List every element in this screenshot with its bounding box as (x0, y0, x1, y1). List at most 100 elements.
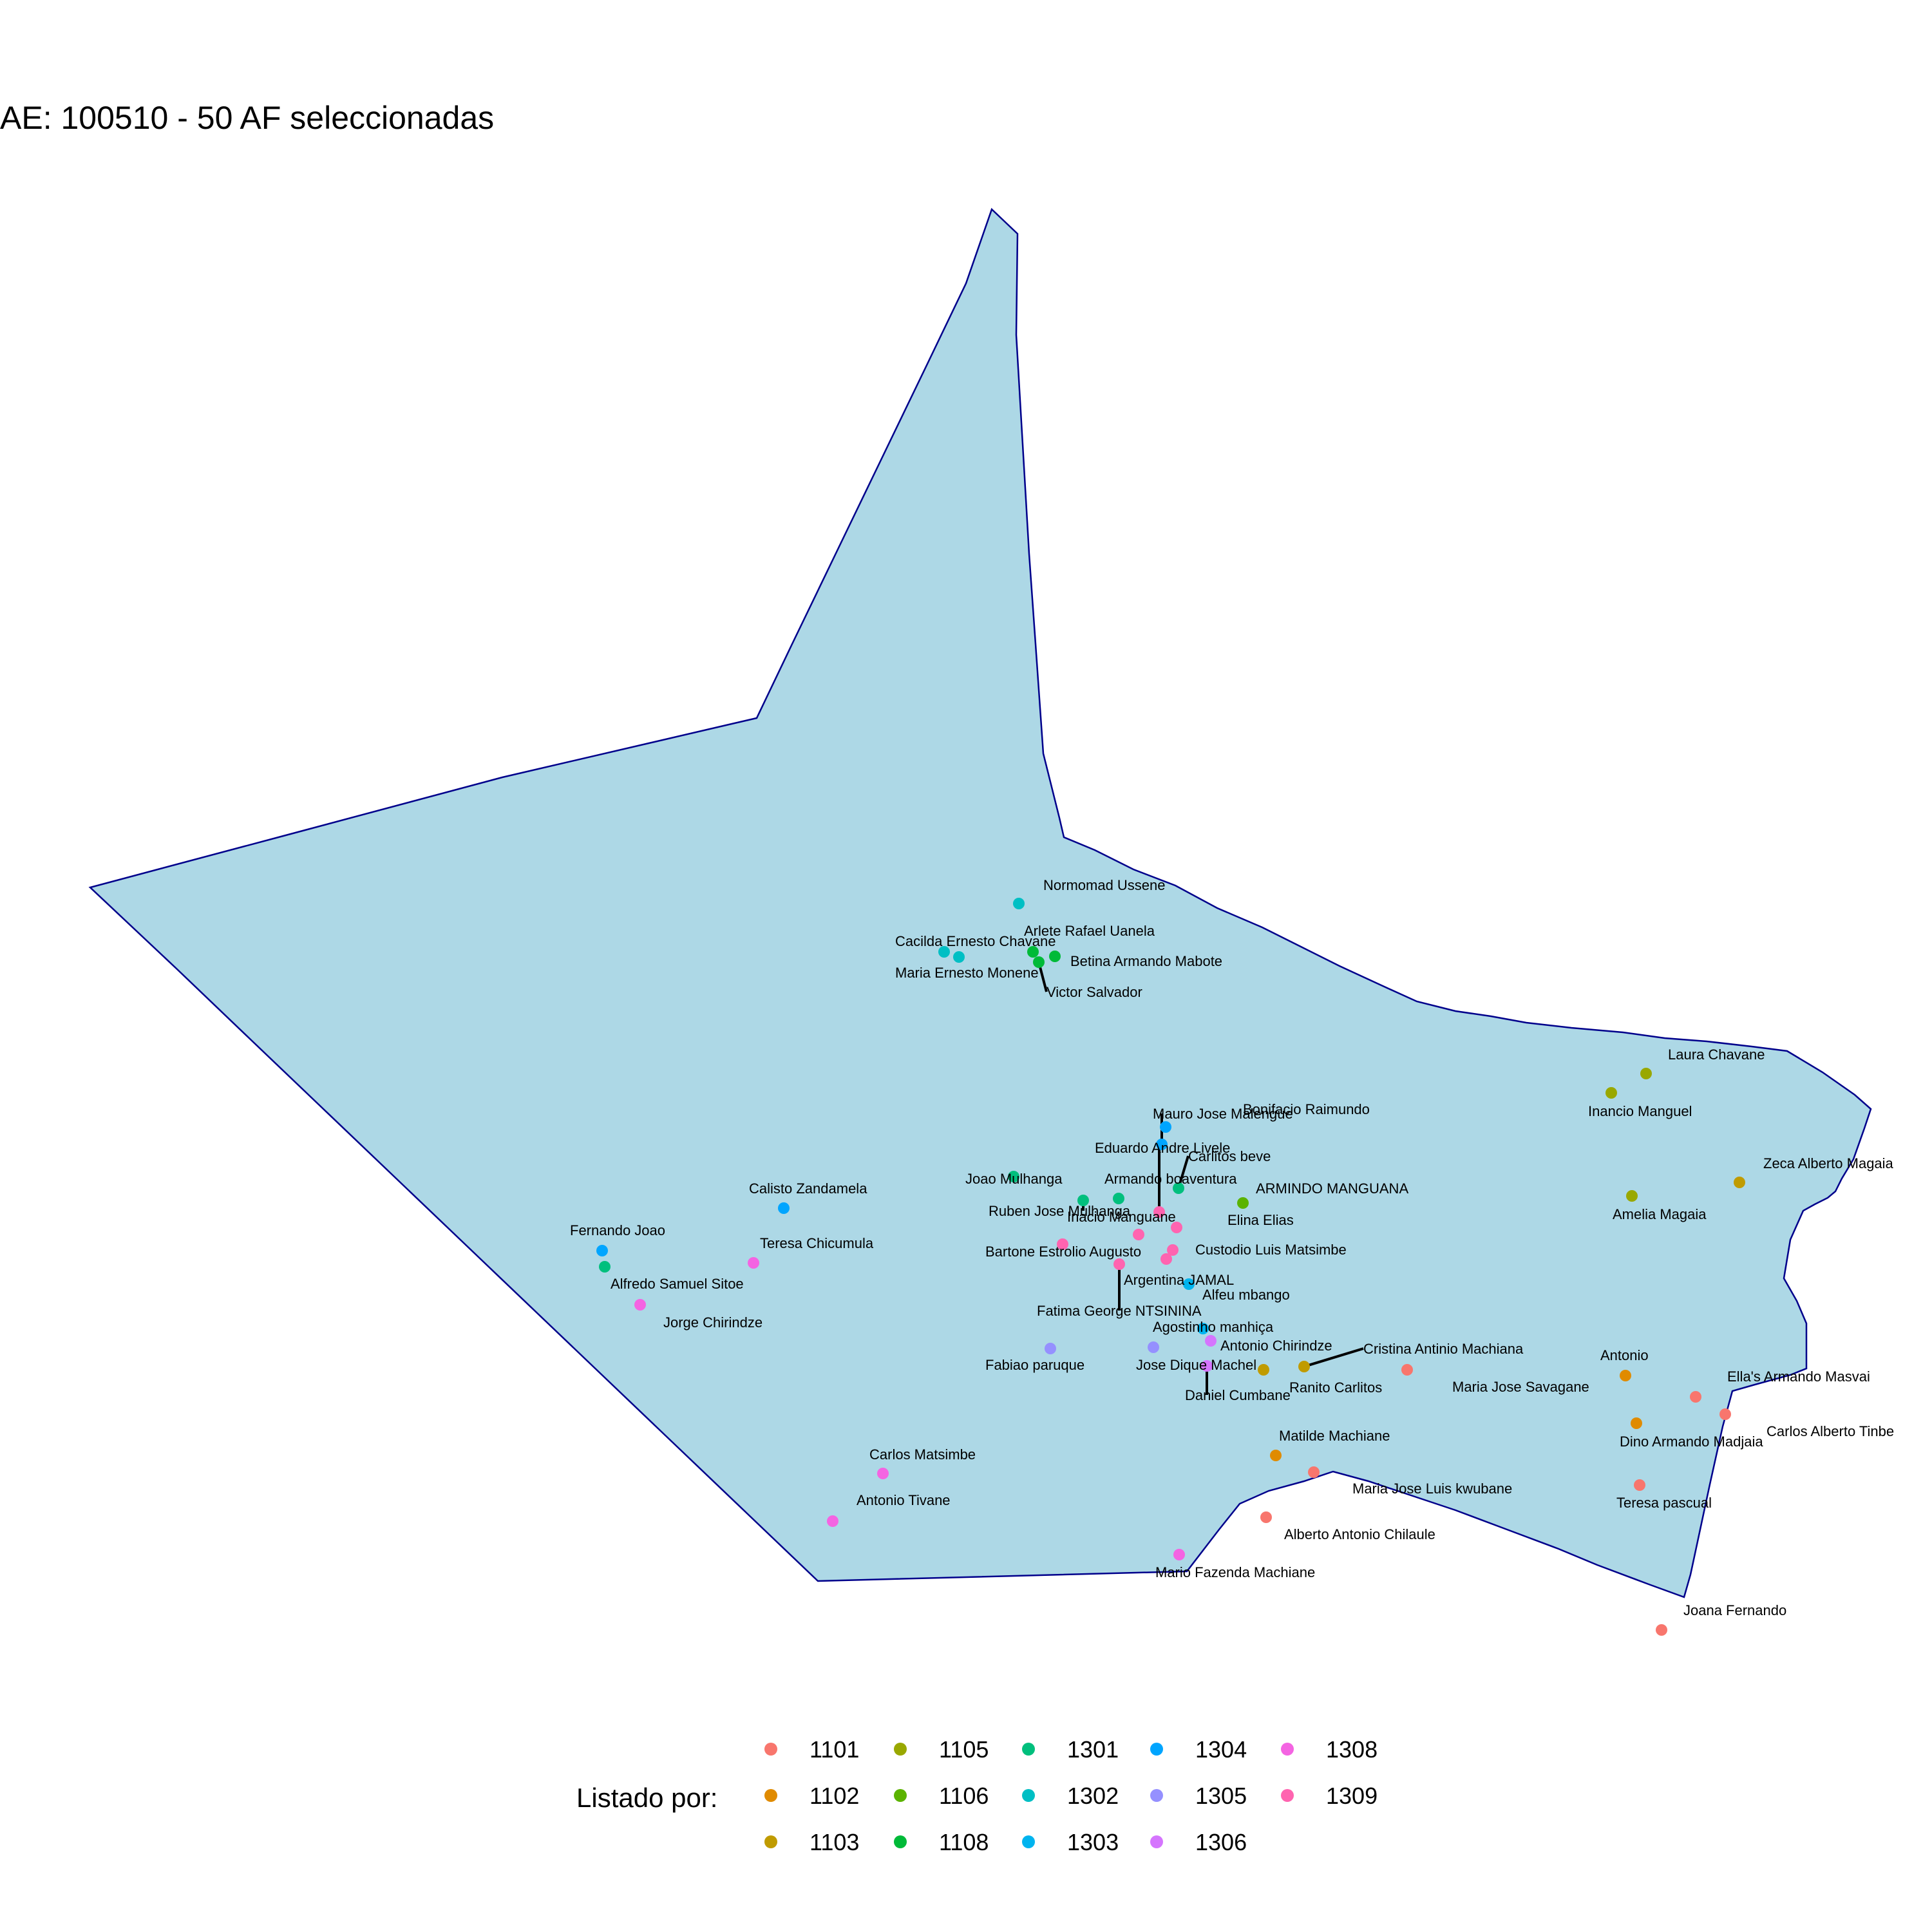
leader-line (1303, 1347, 1364, 1368)
legend-label: 1304 (1195, 1736, 1247, 1763)
legend-label: 1102 (810, 1783, 859, 1809)
point-marker (1171, 1222, 1182, 1233)
point-marker (748, 1257, 759, 1269)
legend-key (764, 1743, 777, 1756)
point-label: Victor Salvador (1046, 984, 1142, 1000)
point-marker (1033, 956, 1045, 968)
point-marker (1027, 946, 1039, 958)
point-marker (596, 1245, 608, 1256)
point-marker (1298, 1361, 1310, 1372)
legend-key (894, 1835, 907, 1848)
legend-key (894, 1789, 907, 1802)
point-label: Daniel Cumbane (1185, 1387, 1291, 1403)
point-marker (877, 1468, 889, 1479)
point-marker (1133, 1229, 1144, 1240)
point-label: Ruben Jose Mulhanga (989, 1203, 1131, 1219)
point-marker (1401, 1364, 1413, 1376)
legend-label: 1105 (939, 1736, 989, 1763)
point-marker (1237, 1197, 1249, 1209)
point-label: Joana Fernando (1683, 1602, 1786, 1618)
point-marker (1270, 1450, 1282, 1461)
point-marker (1013, 898, 1025, 909)
point-marker (1605, 1087, 1617, 1099)
point-label: Bonifacio Raimundo (1243, 1101, 1370, 1117)
legend-label: 1108 (939, 1829, 989, 1855)
point-label: Mauro Jose Malengue (1153, 1106, 1293, 1122)
legend-label: 1305 (1195, 1783, 1247, 1809)
point-marker (1077, 1195, 1089, 1206)
point-label: Dino Armando Madjaia (1620, 1434, 1763, 1450)
point-label: Antonio Tivane (857, 1492, 951, 1508)
legend-key (894, 1743, 907, 1756)
point-marker (1656, 1624, 1667, 1636)
point-label: Ella's Armando Masvai (1727, 1368, 1870, 1385)
point-label: Carlos Matsimbe (869, 1446, 976, 1463)
point-label: Teresa pascual (1616, 1495, 1712, 1511)
legend-key (1150, 1743, 1163, 1756)
point-marker (1173, 1549, 1185, 1560)
legend-key (764, 1789, 777, 1802)
legend-label: 1306 (1195, 1829, 1247, 1855)
legend-label: 1302 (1067, 1783, 1119, 1809)
point-label: Argentina JAMAL (1124, 1272, 1234, 1288)
point-label: Fabiao paruque (985, 1357, 1084, 1373)
legend-label: 1103 (810, 1829, 859, 1855)
legend-key (1022, 1789, 1035, 1802)
point-label: Alfredo Samuel Sitoe (611, 1276, 744, 1292)
point-marker (1008, 1171, 1019, 1182)
point-marker (1308, 1466, 1320, 1478)
point-marker (1156, 1139, 1168, 1150)
legend-key (1150, 1789, 1163, 1802)
point-label: Laura Chavane (1668, 1046, 1765, 1063)
legend-label: 1309 (1326, 1783, 1378, 1809)
point-label: Bartone Estrolio Augusto (985, 1244, 1141, 1260)
point-marker (1719, 1408, 1731, 1420)
point-label: Cacilda Ernesto Chavane (895, 933, 1056, 949)
point-label: ARMINDO MANGUANA (1256, 1180, 1408, 1197)
point-marker (1640, 1068, 1652, 1079)
point-label: Matilde Machiane (1279, 1428, 1390, 1444)
point-label: Inacio Manguane (1067, 1209, 1176, 1225)
point-label: Betina Armando Mabote (1070, 953, 1222, 969)
point-marker (1160, 1253, 1172, 1265)
point-marker (1690, 1391, 1701, 1403)
point-marker (938, 946, 950, 958)
point-label: Maria Ernesto Monene (895, 965, 1039, 981)
point-label: Normomad Ussene (1043, 877, 1166, 893)
point-label: Agostinho manhiça (1153, 1319, 1274, 1335)
point-label: Custodio Luis Matsimbe (1195, 1242, 1347, 1258)
point-label: Elina Elias (1227, 1212, 1294, 1228)
legend-key (1022, 1835, 1035, 1848)
point-label: Mario Fazenda Machiane (1155, 1564, 1315, 1580)
map-title: AE: 100510 - 50 AF seleccionadas (0, 100, 494, 136)
point-marker (1205, 1335, 1217, 1347)
point-marker (1045, 1343, 1056, 1354)
point-marker (1113, 1258, 1125, 1270)
legend-key (1281, 1789, 1294, 1802)
legend-key (764, 1835, 777, 1848)
point-marker (1148, 1341, 1159, 1353)
point-label: Alberto Antonio Chilaule (1284, 1526, 1435, 1542)
point-label: Amelia Magaia (1613, 1206, 1707, 1222)
point-label: Antonio (1600, 1347, 1649, 1363)
point-label: Fatima George NTSININA (1037, 1303, 1202, 1319)
point-label: Inancio Manguel (1588, 1103, 1692, 1119)
point-marker (953, 951, 965, 963)
point-label: Carlitos beve (1188, 1148, 1271, 1164)
point-marker (1634, 1479, 1645, 1491)
point-marker (1173, 1182, 1184, 1194)
point-marker (1631, 1417, 1642, 1429)
point-marker (634, 1299, 646, 1311)
point-marker (1183, 1278, 1195, 1290)
point-label: Jorge Chirindze (663, 1314, 762, 1331)
legend: Listado por: 1101 1102 1103 1105 1106 1108 130… (576, 1736, 1378, 1855)
legend-key (1150, 1835, 1163, 1848)
point-label: Teresa Chicumula (760, 1235, 874, 1251)
legend-label: 1308 (1326, 1736, 1378, 1763)
point-marker (1734, 1177, 1745, 1188)
point-marker (1197, 1323, 1209, 1334)
legend-label: 1303 (1067, 1829, 1119, 1855)
point-marker (1201, 1360, 1213, 1372)
point-marker (599, 1261, 611, 1273)
